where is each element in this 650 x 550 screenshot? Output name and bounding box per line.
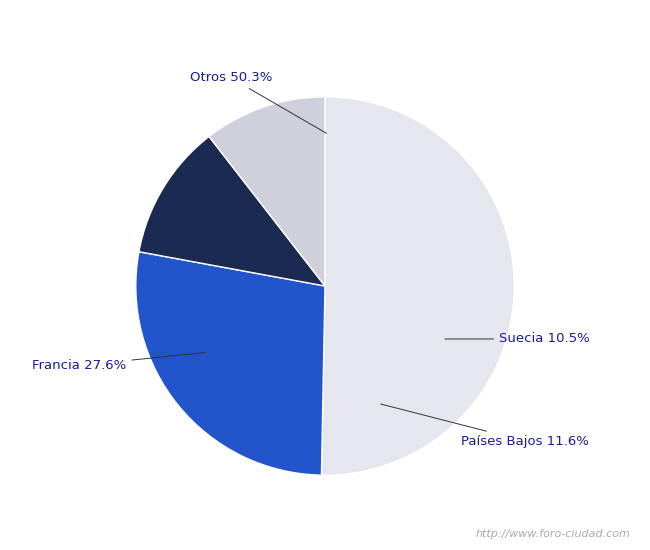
Text: Otros 50.3%: Otros 50.3% (190, 72, 326, 133)
Text: http://www.foro-ciudad.com: http://www.foro-ciudad.com (476, 529, 630, 539)
Wedge shape (209, 97, 325, 286)
Text: Suecia 10.5%: Suecia 10.5% (445, 333, 590, 345)
Wedge shape (136, 252, 325, 475)
Text: La Guardia - Turistas extranjeros según país - Abril de 2024: La Guardia - Turistas extranjeros según … (98, 15, 552, 31)
Text: Francia 27.6%: Francia 27.6% (32, 353, 205, 372)
Text: Países Bajos 11.6%: Países Bajos 11.6% (381, 404, 589, 448)
Wedge shape (322, 97, 514, 475)
Wedge shape (139, 136, 325, 286)
